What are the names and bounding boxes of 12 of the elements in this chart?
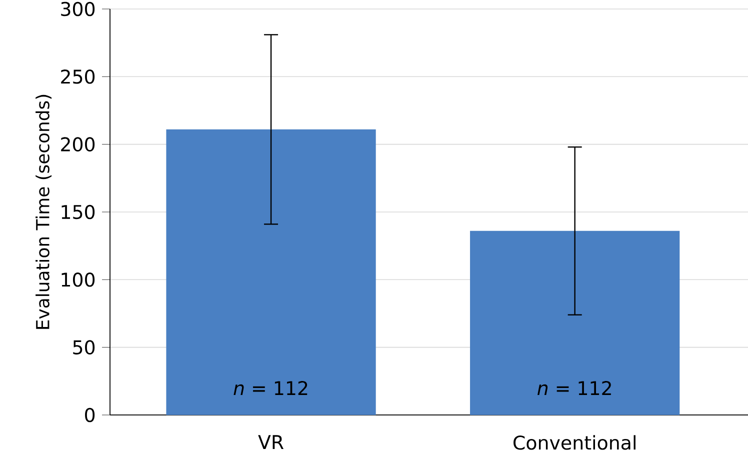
y-axis-title: Evaluation Time (seconds) [36, 94, 52, 329]
annotation: n = 112 [234, 380, 308, 396]
annotation: n = 112 [538, 380, 611, 396]
x-tick-label: VR [258, 435, 284, 449]
y-tick-label: 100 [62, 272, 95, 287]
y-tick-label: 250 [61, 69, 95, 84]
y-tick-label: 300 [61, 2, 95, 16]
y-tick-label: 150 [62, 204, 95, 220]
x-tick-label: Conventional [514, 435, 636, 450]
y-tick-label: 0 [85, 408, 95, 422]
y-tick-label: 200 [61, 137, 95, 152]
y-tick-label: 50 [73, 340, 95, 354]
